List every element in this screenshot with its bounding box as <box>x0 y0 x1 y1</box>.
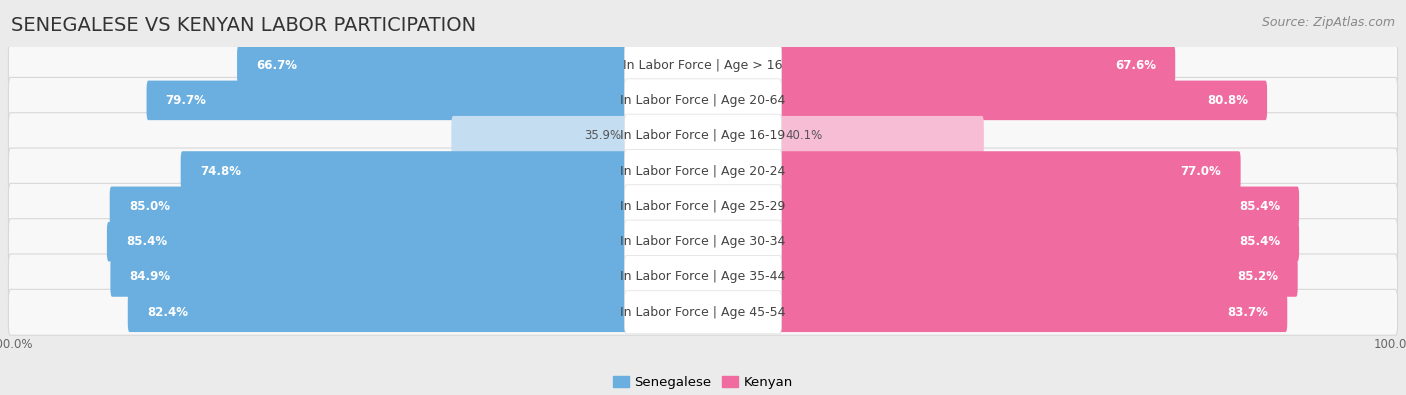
FancyBboxPatch shape <box>8 113 1398 159</box>
Text: In Labor Force | Age 45-54: In Labor Force | Age 45-54 <box>620 306 786 319</box>
FancyBboxPatch shape <box>624 43 782 87</box>
FancyBboxPatch shape <box>8 219 1398 265</box>
Text: 85.0%: 85.0% <box>129 200 170 213</box>
Text: 83.7%: 83.7% <box>1227 306 1268 319</box>
Text: 85.4%: 85.4% <box>127 235 167 248</box>
FancyBboxPatch shape <box>146 81 704 120</box>
FancyBboxPatch shape <box>8 77 1398 123</box>
FancyBboxPatch shape <box>702 81 1267 120</box>
FancyBboxPatch shape <box>8 254 1398 300</box>
FancyBboxPatch shape <box>702 45 1175 85</box>
FancyBboxPatch shape <box>624 149 782 192</box>
FancyBboxPatch shape <box>107 222 704 261</box>
FancyBboxPatch shape <box>702 293 1288 332</box>
Text: 85.4%: 85.4% <box>1239 235 1279 248</box>
Text: 67.6%: 67.6% <box>1115 58 1156 71</box>
FancyBboxPatch shape <box>702 116 984 156</box>
Text: SENEGALESE VS KENYAN LABOR PARTICIPATION: SENEGALESE VS KENYAN LABOR PARTICIPATION <box>11 16 477 35</box>
FancyBboxPatch shape <box>111 257 704 297</box>
Text: In Labor Force | Age 16-19: In Labor Force | Age 16-19 <box>620 129 786 142</box>
FancyBboxPatch shape <box>702 151 1240 191</box>
FancyBboxPatch shape <box>8 183 1398 229</box>
FancyBboxPatch shape <box>451 116 704 156</box>
FancyBboxPatch shape <box>702 257 1298 297</box>
FancyBboxPatch shape <box>8 42 1398 88</box>
FancyBboxPatch shape <box>624 256 782 299</box>
FancyBboxPatch shape <box>624 185 782 228</box>
Text: 85.4%: 85.4% <box>1239 200 1279 213</box>
Text: In Labor Force | Age 25-29: In Labor Force | Age 25-29 <box>620 200 786 213</box>
Text: Source: ZipAtlas.com: Source: ZipAtlas.com <box>1261 16 1395 29</box>
FancyBboxPatch shape <box>702 186 1299 226</box>
FancyBboxPatch shape <box>238 45 704 85</box>
Text: In Labor Force | Age 20-24: In Labor Force | Age 20-24 <box>620 164 786 177</box>
Text: 82.4%: 82.4% <box>146 306 188 319</box>
FancyBboxPatch shape <box>624 291 782 334</box>
Text: 84.9%: 84.9% <box>129 271 170 284</box>
FancyBboxPatch shape <box>181 151 704 191</box>
Text: 100.0%: 100.0% <box>1374 338 1406 351</box>
FancyBboxPatch shape <box>128 293 704 332</box>
Text: 85.2%: 85.2% <box>1237 271 1278 284</box>
Text: In Labor Force | Age 20-64: In Labor Force | Age 20-64 <box>620 94 786 107</box>
FancyBboxPatch shape <box>624 220 782 263</box>
FancyBboxPatch shape <box>8 289 1398 335</box>
Text: In Labor Force | Age > 16: In Labor Force | Age > 16 <box>623 58 783 71</box>
FancyBboxPatch shape <box>702 222 1299 261</box>
Text: 77.0%: 77.0% <box>1181 164 1222 177</box>
FancyBboxPatch shape <box>624 114 782 157</box>
FancyBboxPatch shape <box>110 186 704 226</box>
Text: 40.1%: 40.1% <box>785 129 823 142</box>
Text: 74.8%: 74.8% <box>200 164 240 177</box>
Text: 80.8%: 80.8% <box>1206 94 1249 107</box>
FancyBboxPatch shape <box>624 79 782 122</box>
Text: In Labor Force | Age 30-34: In Labor Force | Age 30-34 <box>620 235 786 248</box>
Text: 100.0%: 100.0% <box>0 338 32 351</box>
Text: 35.9%: 35.9% <box>583 129 621 142</box>
Legend: Senegalese, Kenyan: Senegalese, Kenyan <box>613 376 793 389</box>
Text: In Labor Force | Age 35-44: In Labor Force | Age 35-44 <box>620 271 786 284</box>
Text: 79.7%: 79.7% <box>166 94 207 107</box>
Text: 66.7%: 66.7% <box>256 58 297 71</box>
FancyBboxPatch shape <box>8 148 1398 194</box>
